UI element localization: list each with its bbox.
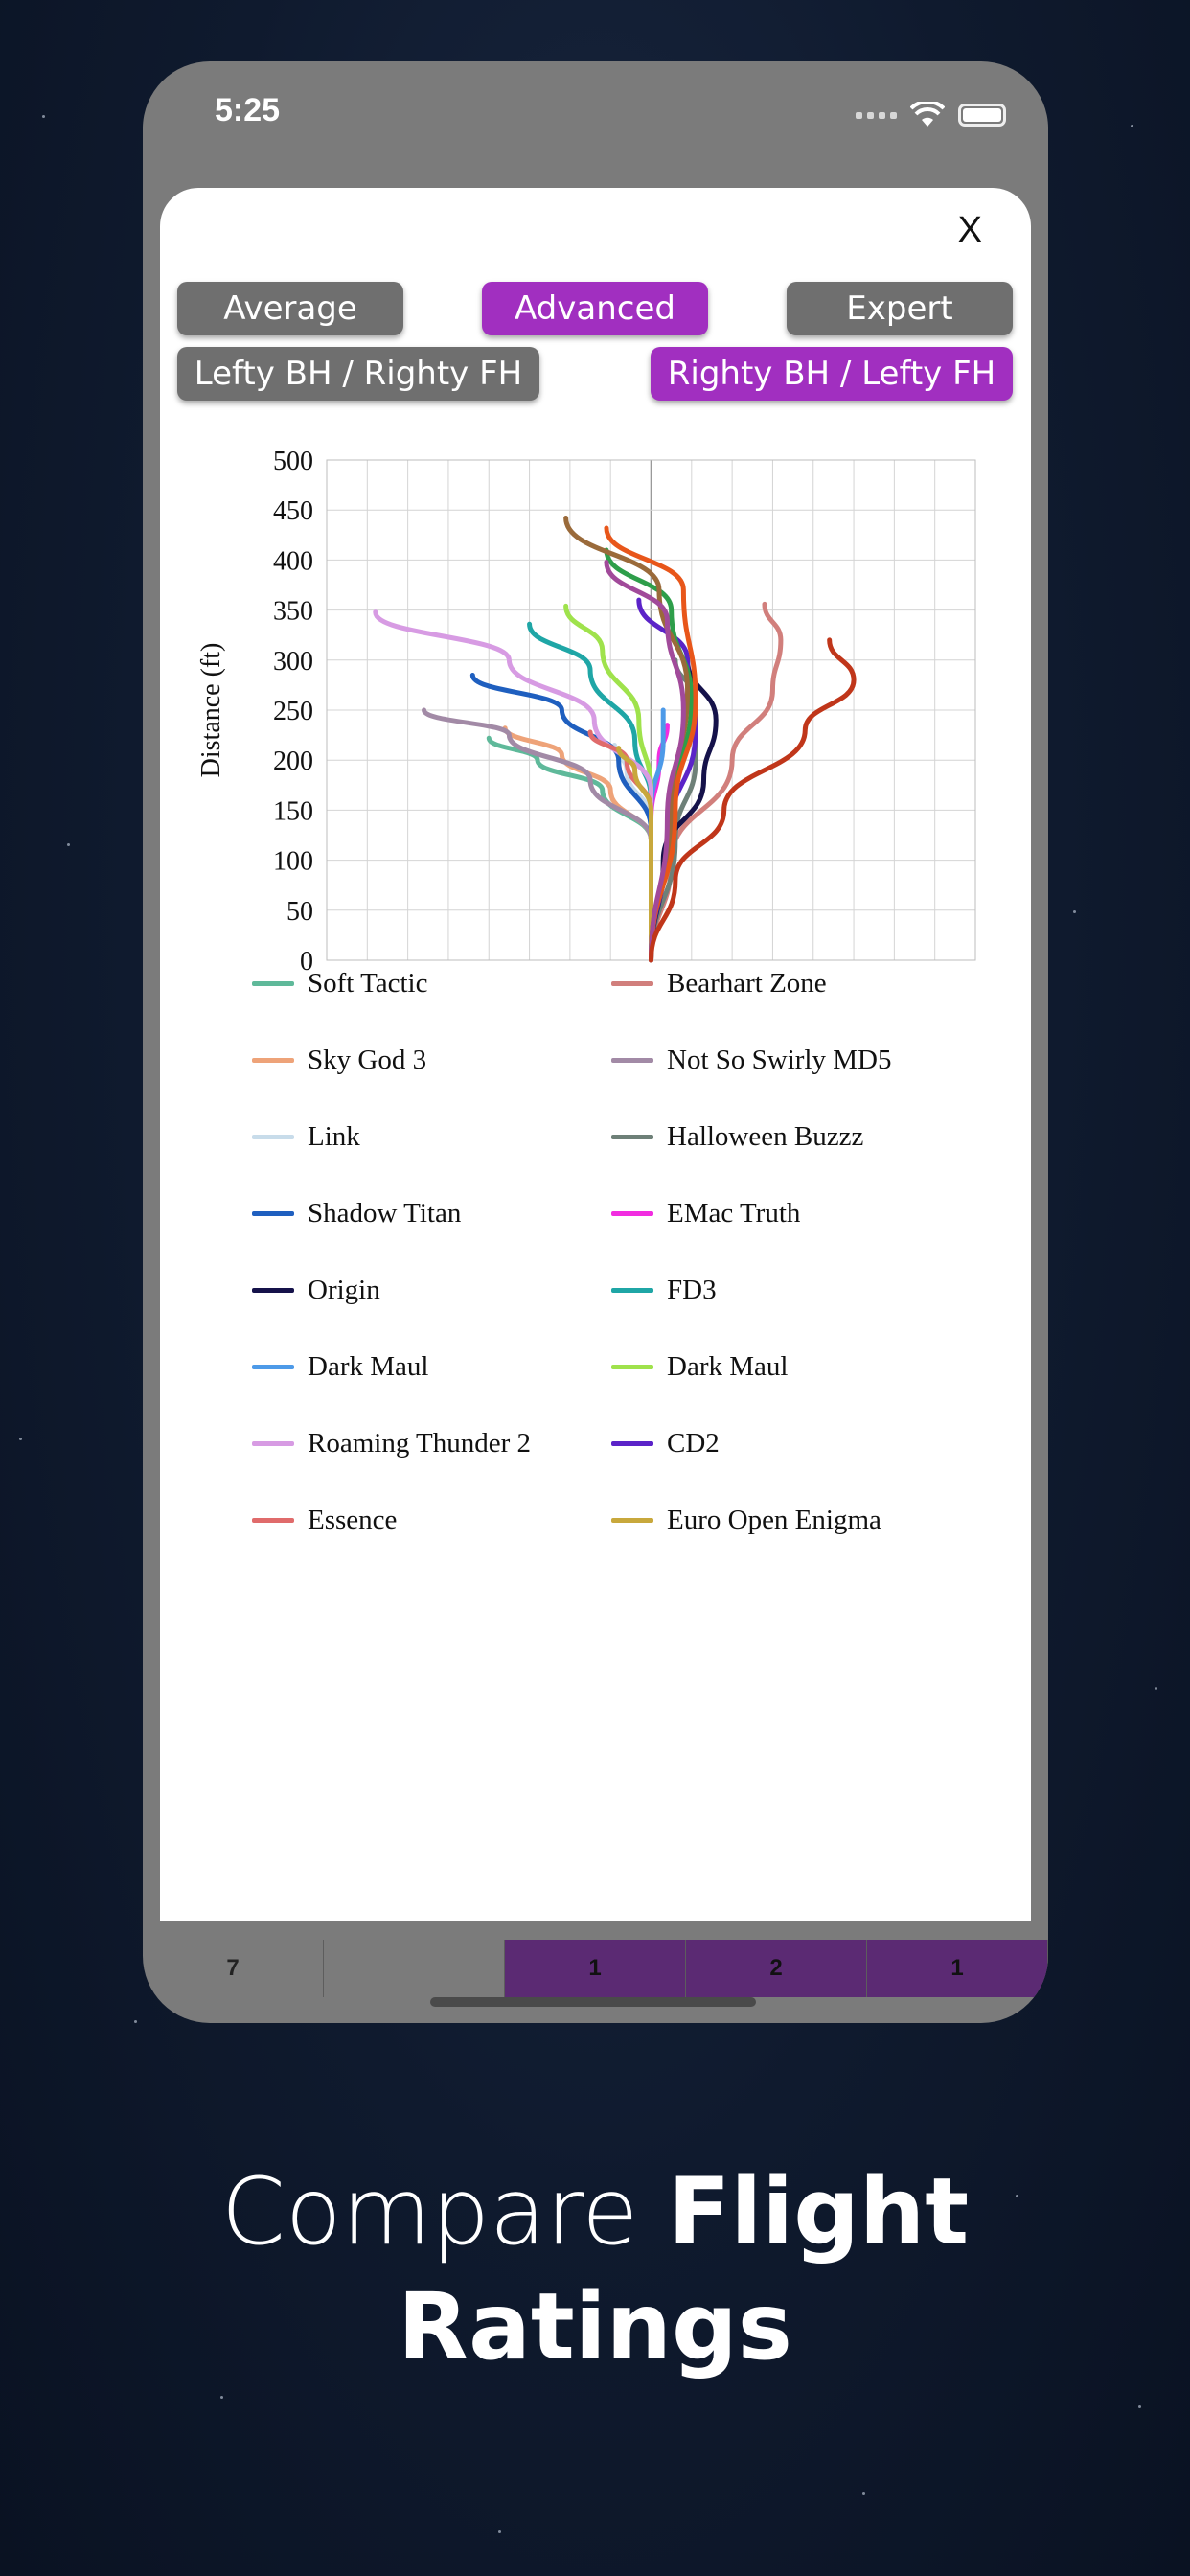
phone-frame: 5:25 7 1 2 1 X Average Advanced Expert L… [143,61,1048,2023]
flight-path-line [649,637,857,963]
battery-icon [958,104,1006,126]
y-tick-label: 250 [273,697,313,726]
table-cell: 2 [686,1940,867,1997]
legend-item: Essence [252,1482,611,1558]
caption-bold-1: Flight [667,2158,970,2266]
legend-item: Dark Maul [252,1328,611,1405]
legend-item: Not So Swirly MD5 [611,1022,975,1098]
chart-legend: Soft Tactic Bearhart Zone Sky God 3 Not So … [252,945,999,1558]
righty-bh-lefty-fh-button[interactable]: Righty BH / Lefty FH [651,347,1013,401]
legend-label: Not So Swirly MD5 [667,1044,892,1075]
table-cell: 1 [505,1940,686,1997]
legend-label: Dark Maul [667,1350,789,1382]
legend-swatch [611,1364,653,1369]
y-tick-label: 300 [273,647,313,677]
table-cell: 7 [143,1940,324,1997]
legend-swatch [252,1440,294,1446]
y-tick-label: 450 [273,496,313,526]
signal-icon [856,111,897,119]
skill-advanced-button[interactable]: Advanced [482,282,708,335]
legend-swatch [252,1517,294,1523]
lefty-bh-righty-fh-button[interactable]: Lefty BH / Righty FH [177,347,539,401]
legend-item: FD3 [611,1252,975,1328]
legend-label: Dark Maul [308,1350,429,1382]
y-tick-label: 0 [300,947,313,974]
legend-swatch [611,1210,653,1216]
legend-swatch [252,1210,294,1216]
legend-label: Link [308,1120,360,1152]
legend-swatch [252,1134,294,1139]
legend-swatch [611,980,653,986]
legend-label: Origin [308,1274,380,1305]
legend-item: Link [252,1098,611,1175]
flight-path-line [604,525,698,963]
legend-item: Euro Open Enigma [611,1482,975,1558]
legend-swatch [252,1364,294,1369]
legend-label: Halloween Buzzz [667,1120,864,1152]
legend-item: EMac Truth [611,1175,975,1252]
flight-path-line [604,559,686,963]
legend-item: Shadow Titan [252,1175,611,1252]
legend-swatch [252,980,294,986]
y-axis-label: Distance (ft) [196,643,226,778]
status-icons [856,102,1006,128]
legend-item: Sky God 3 [252,1022,611,1098]
legend-label: Euro Open Enigma [667,1504,881,1535]
legend-item: Roaming Thunder 2 [252,1405,611,1482]
legend-item: Bearhart Zone [611,945,975,1022]
legend-item: Origin [252,1252,611,1328]
legend-swatch [252,1057,294,1063]
legend-item: Dark Maul [611,1328,975,1405]
table-cell [324,1940,505,1997]
legend-label: Roaming Thunder 2 [308,1427,532,1459]
y-tick-label: 150 [273,796,313,826]
legend-swatch [252,1287,294,1293]
legend-label: CD2 [667,1427,720,1459]
status-time: 5:25 [215,92,281,128]
legend-label: Bearhart Zone [667,967,827,999]
close-button[interactable]: X [952,209,988,252]
home-indicator[interactable] [430,1997,756,2007]
table-cell: 1 [867,1940,1048,1997]
legend-item: Halloween Buzzz [611,1098,975,1175]
legend-swatch [611,1057,653,1063]
legend-swatch [611,1287,653,1293]
legend-label: Shadow Titan [308,1197,462,1229]
y-tick-label: 350 [273,597,313,627]
y-tick-label: 50 [286,897,313,927]
legend-label: FD3 [667,1274,717,1305]
legend-label: EMac Truth [667,1197,801,1229]
legend-swatch [611,1440,653,1446]
flight-chart: 0 50 100 150 200 250 300 350 400 450 500 Distance (… [160,437,1031,977]
legend-label: Essence [308,1504,398,1535]
legend-label: Sky God 3 [308,1044,427,1075]
flight-chart-modal: X Average Advanced Expert Lefty BH / Rig… [160,188,1031,1920]
legend-item: CD2 [611,1405,975,1482]
caption: Compare Flight Ratings [0,2154,1190,2384]
caption-light: Compare [220,2158,668,2266]
caption-bold-2: Ratings [398,2273,792,2380]
y-tick-label: 500 [273,447,313,476]
y-tick-label: 400 [273,546,313,576]
y-tick-label: 100 [273,847,313,877]
y-tick-label: 200 [273,747,313,776]
flight-chart-svg: 0 50 100 150 200 250 300 350 400 450 500 Distance (… [196,447,976,977]
skill-average-button[interactable]: Average [177,282,403,335]
wifi-icon [910,102,945,126]
skill-expert-button[interactable]: Expert [787,282,1013,335]
legend-swatch [611,1517,653,1523]
legend-item: Soft Tactic [252,945,611,1022]
flight-path-line [616,746,654,963]
legend-label: Soft Tactic [308,967,428,999]
legend-swatch [611,1134,653,1139]
background-table-row: 7 1 2 1 [143,1940,1048,2023]
